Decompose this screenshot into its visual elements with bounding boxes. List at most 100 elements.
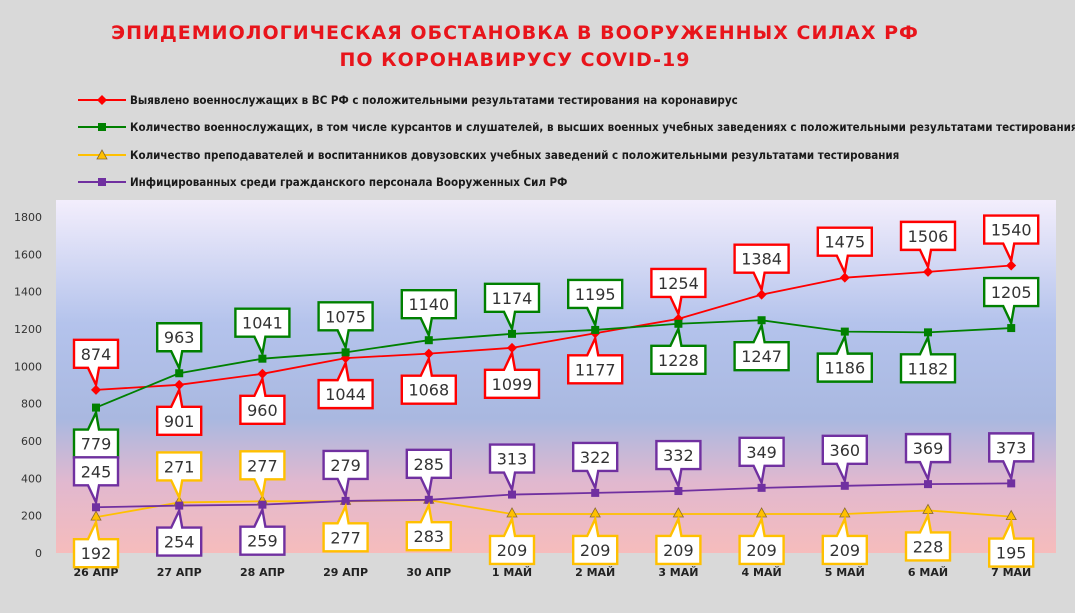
data-label-callout: 1140 [400, 289, 457, 340]
data-point-diamond [257, 368, 268, 379]
data-label-box [72, 518, 120, 569]
data-label-callout: 1384 [733, 243, 790, 294]
data-label-callout: 1195 [567, 278, 624, 329]
x-tick-label: 2 МАЙ [575, 566, 615, 579]
data-label-callout: 209 [488, 515, 536, 566]
data-point-square [757, 483, 766, 492]
data-label-box [816, 226, 873, 277]
data-label-box [567, 278, 624, 329]
data-label-callout: 332 [655, 439, 702, 490]
data-label-box [738, 515, 785, 566]
data-label-box [488, 515, 536, 566]
data-label: 1475 [824, 233, 865, 252]
chart-legend: Выявлено военнослужащих в ВС РФ с положи… [76, 86, 1075, 196]
data-label: 209 [746, 541, 777, 560]
data-label-callout: 1041 [234, 307, 291, 358]
data-label-box [239, 450, 286, 501]
legend-item-pre-university: Количество преподавателей и воспитаннико… [76, 141, 1075, 169]
data-label-callout: 963 [156, 322, 203, 373]
data-label-callout: 192 [72, 518, 120, 569]
y-tick-label: 1600 [14, 248, 42, 261]
data-label-callout: 1540 [983, 214, 1040, 265]
y-tick-label: 0 [35, 547, 42, 560]
series-line-4 [95, 482, 1012, 509]
data-point-square [341, 348, 350, 357]
data-label-box [72, 338, 120, 389]
data-point-square [92, 403, 100, 412]
data-label-box [988, 517, 1035, 568]
data-label: 963 [164, 328, 195, 347]
data-point-diamond [923, 266, 933, 277]
data-point-square [258, 354, 267, 363]
chart-title-line-1: ЭПИДЕМИОЛОГИЧЕСКАЯ ОБСТАНОВКА В ВООРУЖЕН… [111, 22, 919, 44]
data-label-box [239, 505, 286, 556]
series-line-1 [95, 264, 1012, 391]
data-label-callout: 901 [156, 385, 203, 437]
data-label: 209 [830, 541, 861, 560]
chart-title-line-2: ПО КОРОНАВИРУСУ COVID-19 [339, 49, 691, 71]
data-label: 192 [81, 544, 112, 563]
data-label: 960 [247, 401, 278, 420]
data-label-callout: 874 [72, 338, 120, 389]
data-label: 245 [81, 462, 112, 481]
data-point-square [424, 336, 433, 345]
data-label: 779 [81, 435, 112, 454]
data-label-callout: 209 [821, 515, 868, 566]
data-point-square [674, 319, 683, 328]
x-tick-label: 1 МАЙ [492, 566, 532, 579]
data-label: 195 [996, 544, 1027, 563]
data-label-callout: 1174 [483, 282, 541, 333]
data-label-callout: 349 [738, 436, 785, 487]
data-label-callout: 1182 [899, 333, 957, 384]
data-label-callout: 245 [72, 456, 120, 507]
data-label-box [483, 282, 541, 333]
series-lines [95, 264, 1012, 519]
data-label-box [567, 334, 624, 385]
data-label: 1044 [325, 385, 366, 404]
data-label: 1182 [908, 359, 949, 378]
data-label-callout: 1186 [816, 332, 873, 383]
data-label: 277 [247, 456, 278, 475]
data-label: 1254 [658, 274, 699, 293]
data-label: 279 [330, 456, 361, 475]
data-point-square [508, 490, 516, 499]
data-point-square [424, 495, 433, 504]
y-tick-label: 400 [21, 472, 42, 485]
data-label-callout: 209 [738, 515, 785, 566]
data-label-box [322, 502, 369, 553]
data-label-box [650, 324, 707, 375]
data-label-box [983, 214, 1040, 265]
data-label-callout: 322 [572, 441, 619, 492]
data-label: 259 [247, 532, 278, 551]
data-label-box [733, 321, 790, 372]
data-label: 1140 [408, 295, 449, 314]
data-label-callout: 373 [988, 432, 1035, 483]
data-point-square [341, 496, 350, 505]
legend-item-detected-military: Выявлено военнослужащих в ВС РФ с положи… [76, 86, 1075, 114]
data-point-diamond [1006, 260, 1017, 271]
data-label-callout: 1254 [650, 267, 707, 318]
data-label-callout: 1205 [983, 276, 1040, 327]
data-label: 1195 [575, 285, 616, 304]
data-label: 1075 [325, 307, 366, 326]
data-label-box [904, 432, 952, 484]
data-label-box [899, 333, 957, 384]
data-point-diamond [756, 289, 767, 300]
data-label: 874 [81, 345, 112, 364]
data-label: 1099 [492, 375, 533, 394]
x-tick-label: 28 АПР [240, 566, 285, 579]
data-label-box [317, 301, 374, 352]
data-label-box [650, 267, 707, 318]
legend-label: Количество военнослужащих, в том числе к… [130, 120, 1075, 135]
data-label: 277 [330, 528, 361, 547]
data-label-callout: 209 [655, 515, 702, 566]
x-tick-label: 29 АПР [323, 566, 368, 579]
x-tick-label: 27 АПР [157, 566, 202, 579]
series-line-3 [95, 499, 1012, 519]
legend-label: Инфицированных среди гражданского персон… [130, 175, 568, 190]
data-label: 1506 [908, 227, 949, 246]
data-labels: 874 901 960 1044 1068 1099 1177 1254 1384 1475 150… [72, 214, 1040, 569]
legend-marker-green-square [78, 123, 126, 132]
data-label-box [816, 332, 873, 383]
